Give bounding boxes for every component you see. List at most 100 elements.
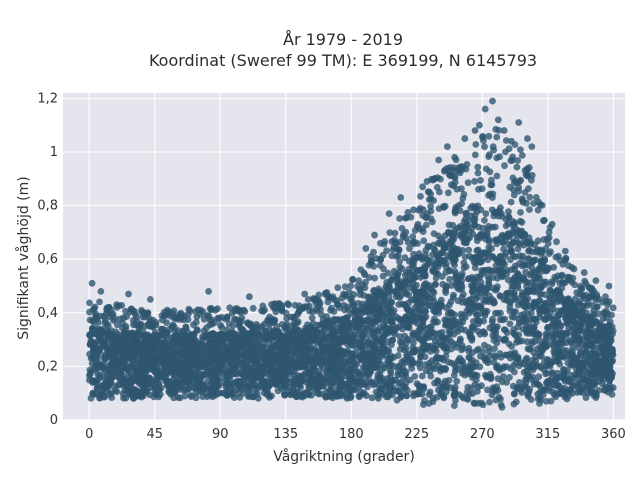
data-point	[584, 378, 592, 386]
data-point	[434, 318, 441, 326]
data-point	[427, 207, 435, 215]
data-point	[420, 401, 427, 408]
data-point	[285, 342, 293, 350]
data-point	[526, 193, 534, 201]
data-point	[497, 234, 505, 241]
data-point	[451, 261, 458, 269]
data-point	[315, 372, 323, 379]
data-point	[323, 377, 330, 384]
data-point	[450, 372, 458, 379]
data-point	[405, 291, 412, 299]
data-point	[283, 377, 290, 385]
data-point	[566, 371, 574, 379]
data-point	[291, 391, 299, 398]
data-point	[418, 306, 426, 314]
data-point	[463, 221, 470, 228]
data-point	[557, 336, 565, 344]
data-point	[431, 268, 439, 276]
data-point	[410, 262, 417, 269]
data-point	[395, 301, 403, 308]
data-point	[156, 332, 164, 339]
data-point	[571, 319, 579, 327]
data-point	[573, 389, 581, 396]
data-point	[170, 371, 177, 379]
data-point	[558, 272, 565, 280]
data-point	[290, 368, 298, 376]
data-point	[455, 202, 462, 210]
data-point	[544, 324, 552, 331]
data-point	[560, 371, 568, 379]
data-point	[565, 386, 573, 394]
data-point	[238, 325, 246, 333]
data-point	[605, 321, 613, 329]
data-point	[402, 379, 410, 386]
data-point	[506, 320, 514, 328]
data-point	[328, 304, 335, 312]
data-point	[569, 306, 576, 314]
data-point	[333, 301, 341, 308]
data-point	[285, 383, 293, 391]
data-point	[464, 370, 472, 378]
data-point	[471, 215, 479, 223]
data-point	[564, 352, 572, 360]
data-point	[308, 314, 316, 322]
data-point	[413, 281, 420, 289]
data-point	[459, 195, 467, 202]
data-point	[430, 197, 437, 204]
data-point	[286, 334, 293, 342]
data-point	[504, 289, 512, 297]
data-point	[515, 271, 522, 279]
data-point	[138, 306, 145, 314]
data-point	[236, 379, 243, 386]
data-point	[223, 381, 231, 389]
data-point	[535, 330, 543, 338]
data-point	[480, 354, 488, 362]
data-point	[545, 377, 553, 385]
data-point	[192, 389, 200, 397]
data-point	[485, 132, 493, 140]
data-point	[584, 302, 591, 309]
data-point	[212, 306, 219, 314]
data-point	[505, 340, 513, 348]
data-point	[450, 164, 458, 172]
data-point	[527, 270, 535, 277]
data-point	[371, 274, 378, 282]
data-point	[572, 354, 580, 362]
data-point	[418, 344, 426, 352]
data-point	[206, 321, 214, 329]
data-point	[299, 375, 307, 383]
data-point	[549, 305, 557, 313]
data-point	[349, 298, 356, 306]
data-point	[440, 365, 448, 372]
data-point	[173, 332, 181, 340]
data-point	[376, 324, 384, 331]
data-point	[508, 266, 515, 274]
data-point	[359, 317, 367, 324]
data-point	[408, 364, 416, 372]
data-point	[541, 339, 549, 347]
data-point	[493, 133, 501, 141]
data-point	[394, 371, 402, 379]
chart-subtitle: Koordinat (Sweref 99 TM): E 369199, N 61…	[149, 51, 537, 70]
data-point	[406, 245, 413, 253]
data-point	[329, 394, 336, 402]
data-point	[516, 338, 523, 345]
data-point	[453, 185, 461, 193]
data-point	[556, 360, 563, 368]
data-point	[385, 287, 393, 295]
data-point	[511, 390, 518, 397]
data-point	[534, 274, 542, 281]
data-point	[376, 360, 384, 368]
data-point	[394, 352, 402, 359]
data-point	[490, 146, 498, 154]
data-point	[510, 308, 518, 316]
data-point	[506, 233, 514, 241]
data-point	[348, 365, 355, 373]
data-point	[151, 386, 159, 394]
data-point	[340, 326, 348, 334]
data-point	[508, 157, 516, 164]
data-point	[493, 208, 500, 216]
data-point	[464, 396, 472, 403]
data-point	[465, 246, 473, 254]
data-point	[340, 315, 348, 323]
